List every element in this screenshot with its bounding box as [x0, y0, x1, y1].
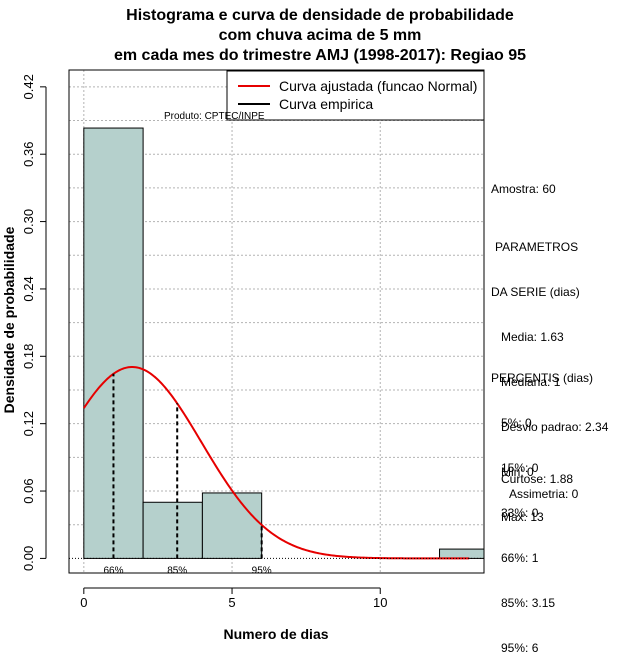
legend-label-empirical: Curva empirica — [279, 96, 373, 112]
plot-frame — [68, 69, 485, 574]
percentile-label-1: 66% — [103, 565, 123, 576]
pct-66: 66%: 1 — [491, 551, 539, 565]
chart-title-line-3: em cada mes do trimestre AMJ (1998-2017)… — [113, 47, 527, 64]
x-tick-label: 5 — [228, 595, 235, 610]
y-tick-label: 0.12 — [21, 411, 36, 436]
legend-label-fitted: Curva ajustada (funcao Normal) — [279, 78, 477, 94]
pct-33: 33%: 0 — [491, 506, 539, 520]
chart-title-line-2: com chuva acima de 5 mm — [218, 27, 422, 44]
param-min: Min: 0 — [491, 465, 534, 479]
y-tick-label: 0.30 — [21, 209, 36, 234]
param-max: Max: 13 — [491, 510, 544, 524]
kurtosis: Curtose: 1.88 — [501, 472, 574, 486]
param-median: Mediana: 1 — [491, 375, 561, 389]
percentiles: PERCENTIS (dias) 5%: 0 15%: 0 33%: 0 66%… — [491, 341, 593, 671]
param-sd: Desvio padrao: 2.34 — [491, 420, 609, 434]
chart-title-line-1: Histograma e curva de densidade de proba… — [126, 7, 514, 24]
param-heading-2: DA SERIE (dias) — [491, 285, 580, 299]
pct-85: 85%: 3.15 — [491, 596, 556, 610]
percentile-label-3: 95% — [252, 565, 272, 576]
y-tick-label: 0.18 — [21, 344, 36, 369]
curve-layer — [82, 365, 470, 560]
y-tick-label: 0.06 — [21, 478, 36, 503]
param-heading-1: PARAMETROS — [495, 240, 579, 254]
x-axis-label: Numero de dias — [223, 626, 328, 642]
fitted-normal-curve — [82, 365, 470, 560]
chart-title: Histograma e curva de densidade de proba… — [40, 6, 600, 66]
y-axis-label: Densidade de probabilidade — [1, 226, 17, 413]
pct-15: 15%: 0 — [491, 461, 539, 475]
histogram-bar-4 — [439, 548, 485, 559]
sample-size: Amostra: 60 — [491, 182, 556, 196]
pct-heading: PERCENTIS (dias) — [491, 371, 594, 385]
axis-layer: 0.00 0.06 0.12 0.18 0.24 0.30 0.36 0.42 0 5 10 — [21, 69, 485, 610]
pct-95: 95%: 6 — [491, 641, 539, 655]
pct-5: 5%: 0 — [491, 416, 532, 430]
percentile-label-2: 85% — [167, 565, 187, 576]
bars-layer — [83, 127, 485, 559]
histogram-bar-3 — [201, 492, 263, 559]
percentile-layer: 66% 85% 95% — [69, 373, 484, 576]
skewness: Assimetria: 0 — [509, 487, 579, 501]
legend: Curva ajustada (funcao Normal) Curva emp… — [226, 70, 485, 121]
histogram-bar-2 — [142, 501, 203, 559]
x-tick-label: 0 — [80, 595, 87, 610]
y-tick-label: 0.42 — [21, 74, 36, 99]
y-tick-label: 0.00 — [21, 546, 36, 571]
x-tick-label: 10 — [373, 595, 387, 610]
product-annotation: Produto: CPTEC/INPE — [164, 111, 265, 122]
series-parameters: PARAMETROS DA SERIE (dias) Media: 1.63 M… — [491, 210, 608, 540]
y-tick-label: 0.36 — [21, 142, 36, 167]
legend-box — [226, 70, 485, 121]
param-mean: Media: 1.63 — [491, 330, 564, 344]
y-tick-label: 0.24 — [21, 276, 36, 301]
